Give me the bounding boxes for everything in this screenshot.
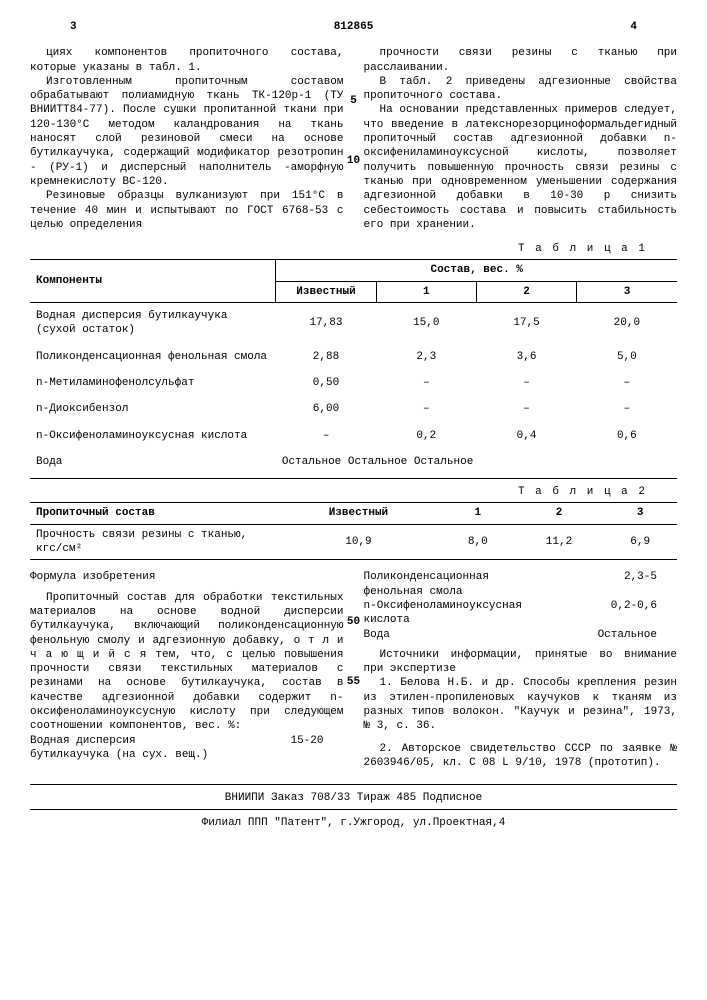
table-row: n-Метиламинофенолсульфат0,50–––: [30, 370, 677, 396]
right-para-2: В табл. 2 приведены адгезионные свойства…: [364, 75, 678, 104]
t1-r4-label: n-Оксифеноламиноуксусная кислота: [30, 423, 276, 449]
t2-head-3: 3: [603, 503, 677, 524]
footer-line-1: ВНИИПИ Заказ 708/33 Тираж 485 Подписное: [30, 784, 677, 805]
comp-line-3: n-Оксифеноламиноуксусная кислота0,2-0,6: [364, 599, 678, 628]
formula-section: Формула изобретения Пропиточный состав д…: [30, 560, 677, 770]
right-para-1: прочности связи резины с тканью при расс…: [364, 46, 678, 75]
t1-head-3: 3: [577, 281, 677, 302]
t2-head-comp: Пропиточный состав: [30, 503, 276, 524]
formula-body: Пропиточный состав для обработки текстил…: [30, 591, 344, 734]
right-para-3: На основании представленных примеров сле…: [364, 103, 678, 232]
table2-label: Т а б л и ц а 2: [30, 485, 647, 499]
t1-r5-label: Вода: [30, 449, 276, 475]
comp1-val: 15-20: [290, 734, 323, 763]
table-row: n-Оксифеноламиноуксусная кислота–0,20,40…: [30, 423, 677, 449]
comp-line-2: Поликонденсационная фенольная смола2,3-5: [364, 570, 678, 599]
table-1: Компоненты Состав, вес. % Известный 1 2 …: [30, 259, 677, 475]
comp-line-1: Водная дисперсия бутилкаучука (на сух. в…: [30, 734, 344, 763]
left-para-3: Резиновые образцы вулканизуют при 151°С …: [30, 189, 344, 232]
footer-line-2: Филиал ППП "Патент", г.Ужгород, ул.Проек…: [30, 809, 677, 830]
table-row: Прочность связи резины с тканью, кгс/см²…: [30, 524, 677, 560]
page-num-right: 4: [630, 20, 637, 34]
t1-r2-label: n-Метиламинофенолсульфат: [30, 370, 276, 396]
t1-head-components: Компоненты: [30, 260, 276, 303]
line-marker-5: 5: [350, 94, 357, 108]
t2-head-2: 2: [515, 503, 604, 524]
line-marker-10: 10: [347, 154, 360, 168]
t1-head-group: Состав, вес. %: [276, 260, 677, 281]
sources-heading: Источники информации, принятые во вниман…: [364, 648, 678, 677]
t1-head-known: Известный: [276, 281, 376, 302]
source-1: 1. Белова Н.Б. и др. Способы крепления р…: [364, 676, 678, 733]
line-marker-55: 55: [347, 675, 360, 689]
formula-right-col: Поликонденсационная фенольная смола2,3-5…: [364, 560, 678, 770]
intro-columns: циях компонентов пропиточного состава, к…: [30, 46, 677, 232]
left-para-1: циях компонентов пропиточного состава, к…: [30, 46, 344, 75]
source-2: 2. Авторское свидетельство СССР по заявк…: [364, 742, 678, 771]
divider: [30, 478, 677, 479]
t1-r0-label: Водная дисперсия бутилкаучука (сухой ост…: [30, 303, 276, 344]
table-row: Поликонденсационная фенольная смола2,882…: [30, 344, 677, 370]
t2-row-label: Прочность связи резины с тканью, кгс/см²: [30, 524, 276, 560]
t1-r1-label: Поликонденсационная фенольная смола: [30, 344, 276, 370]
document-number: 812865: [334, 20, 374, 34]
table-row: Водная дисперсия бутилкаучука (сухой ост…: [30, 303, 677, 344]
comp-line-4: ВодаОстальное: [364, 628, 678, 642]
page-header: 3 812865 4: [30, 20, 677, 34]
t1-r3-label: n-Диоксибензол: [30, 396, 276, 422]
left-column: циях компонентов пропиточного состава, к…: [30, 46, 344, 232]
line-marker-50: 50: [347, 615, 360, 629]
table-row: n-Диоксибензол6,00–––: [30, 396, 677, 422]
table-row: ВодаОстальное Остальное Остальное: [30, 449, 677, 475]
right-column: прочности связи резины с тканью при расс…: [364, 46, 678, 232]
t1-head-1: 1: [376, 281, 476, 302]
formula-title: Формула изобретения: [30, 570, 344, 584]
page-num-left: 3: [70, 20, 77, 34]
table-2: Пропиточный состав Известный 1 2 3 Прочн…: [30, 502, 677, 560]
table1-label: Т а б л и ц а 1: [30, 242, 647, 256]
left-para-2: Изготовленным пропиточным составом обраб…: [30, 75, 344, 189]
t1-head-2: 2: [476, 281, 576, 302]
t2-head-known: Известный: [276, 503, 441, 524]
formula-left-col: Формула изобретения Пропиточный состав д…: [30, 560, 344, 770]
comp1-label: Водная дисперсия бутилкаучука (на сух. в…: [30, 734, 221, 763]
t2-head-1: 1: [441, 503, 515, 524]
